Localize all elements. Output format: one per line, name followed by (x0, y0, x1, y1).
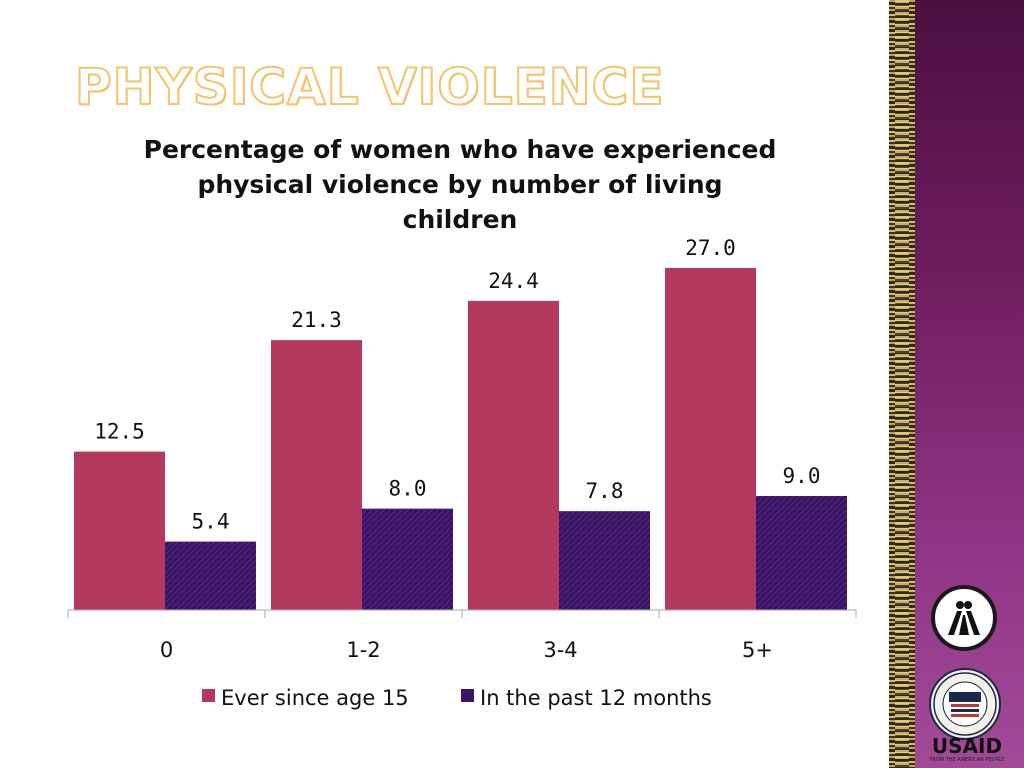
bar-past-12-months-1-2 (362, 508, 453, 610)
x-tick-label: 1-2 (346, 638, 380, 662)
data-label: 7.8 (586, 479, 624, 503)
data-label: 24.4 (488, 269, 539, 293)
data-labels: 12.5 5.4 21.3 8.0 24.4 7.8 27.0 9.0 (94, 236, 820, 534)
legend-label: Ever since age 15 (221, 686, 409, 710)
legend: Ever since age 15 In the past 12 months (202, 686, 712, 710)
x-axis: 0 1-2 3-4 5+ (67, 609, 857, 662)
data-label: 9.0 (783, 464, 821, 488)
chart-title: Percentage of women who have experienced… (144, 135, 777, 234)
x-tick-label: 3-4 (543, 638, 577, 662)
bar-past-12-months-5+ (756, 495, 847, 610)
legend-label: In the past 12 months (480, 686, 712, 710)
bars (74, 267, 847, 610)
legend-swatch (202, 689, 215, 702)
data-label: 21.3 (291, 308, 342, 332)
slide-title: PHYSICAL VIOLENCE (74, 57, 665, 117)
data-label: 8.0 (389, 477, 427, 501)
bar-past-12-months-0 (165, 541, 256, 610)
data-label: 5.4 (192, 510, 230, 534)
decorative-border (889, 0, 915, 768)
data-label: 27.0 (685, 236, 736, 260)
chart-title-line: physical violence by number of living (197, 170, 722, 199)
usaid-seal-icon (929, 668, 1001, 740)
side-panel (915, 0, 1024, 768)
bar-ever-since-15-0 (74, 451, 165, 610)
x-tick-label: 5+ (742, 638, 773, 662)
chart-title-line: children (403, 205, 518, 234)
usaid-tagline: FROM THE AMERICAN PEOPLE (929, 757, 1005, 763)
data-label: 12.5 (94, 420, 145, 444)
legend-swatch (461, 689, 474, 702)
chart-title-line: Percentage of women who have experienced (144, 135, 777, 164)
usaid-logo-text: USAID (931, 734, 1003, 758)
figures-logo-icon (931, 585, 997, 651)
bar-ever-since-15-5+ (665, 267, 756, 610)
bar-past-12-months-3-4 (559, 511, 650, 610)
bar-ever-since-15-3-4 (468, 300, 559, 610)
bar-chart: Percentage of women who have experienced… (67, 135, 857, 710)
x-tick-label: 0 (160, 638, 173, 662)
bar-ever-since-15-1-2 (271, 340, 362, 610)
